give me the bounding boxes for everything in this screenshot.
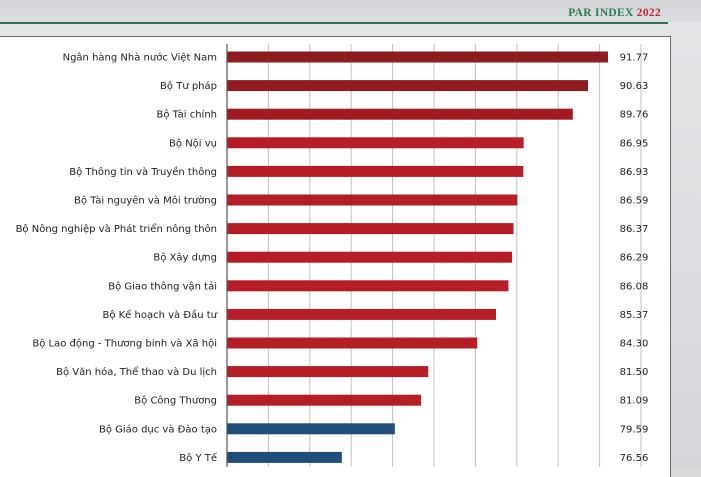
category-label: Bộ Y Tế — [179, 452, 218, 464]
value-label: 81.50 — [620, 367, 649, 378]
category-label: Bộ Giáo dục và Đào tạo — [99, 423, 217, 435]
category-label: Bộ Văn hóa, Thể thao và Du lịch — [56, 365, 217, 378]
category-label: Bộ Xây dựng — [153, 252, 217, 264]
brand-name: PAR INDEX — [568, 7, 634, 19]
category-label: Bộ Tư pháp — [160, 80, 217, 92]
value-label: 86.29 — [620, 253, 649, 264]
category-label: Bộ Nội vụ — [169, 137, 217, 149]
header-divider — [0, 22, 668, 24]
bar — [227, 394, 422, 406]
category-label: Bộ Nông nghiệp và Phát triển nông thôn — [16, 222, 217, 235]
bar — [227, 451, 342, 463]
chart-bars — [227, 51, 608, 463]
bar-chart: Ngân hàng Nhà nước Việt Nam Bộ Tư pháp Bộ … — [16, 44, 649, 467]
category-label: Bộ Công Thương — [134, 395, 217, 407]
value-label: 84.30 — [620, 339, 649, 350]
value-label: 91.77 — [620, 53, 649, 64]
header-band — [0, 0, 701, 22]
bar — [227, 308, 496, 320]
bar — [227, 165, 524, 177]
value-label: 86.37 — [620, 224, 649, 235]
value-label: 86.95 — [620, 138, 649, 149]
bar — [227, 51, 608, 63]
brand-title: PAR INDEX 2022 — [568, 7, 661, 19]
bar — [227, 423, 395, 435]
bar — [227, 366, 429, 378]
value-label: 86.08 — [620, 281, 649, 292]
value-label: 85.37 — [620, 310, 649, 321]
category-label: Bộ Thông tin và Truyền thông — [69, 166, 217, 178]
value-label: 81.09 — [620, 396, 649, 407]
value-labels: 91.77 90.63 89.76 86.95 86.93 86.59 86.37 86.29… — [620, 53, 649, 464]
value-label: 86.59 — [620, 196, 649, 207]
category-labels: Ngân hàng Nhà nước Việt Nam Bộ Tư pháp Bộ … — [16, 52, 218, 464]
bar — [227, 337, 478, 349]
category-label: Ngân hàng Nhà nước Việt Nam — [63, 52, 217, 64]
value-label: 79.59 — [620, 424, 649, 435]
category-label: Bộ Tài chính — [157, 109, 217, 121]
category-label: Bộ Giao thông vận tải — [108, 280, 217, 292]
value-label: 76.56 — [620, 453, 649, 464]
bar — [227, 280, 509, 292]
bar — [227, 108, 573, 120]
category-label: Bộ Kế hoạch và Đầu tư — [102, 309, 217, 321]
value-label: 89.76 — [620, 110, 649, 121]
bar — [227, 80, 589, 92]
category-label: Bộ Lao động - Thương binh và Xã hội — [32, 338, 217, 350]
bar — [227, 194, 518, 206]
bar — [227, 251, 513, 263]
value-label: 86.93 — [620, 167, 649, 178]
brand-year: 2022 — [636, 7, 661, 19]
bar — [227, 223, 514, 235]
category-label: Bộ Tài nguyên và Môi trường — [74, 195, 217, 207]
bar — [227, 137, 524, 149]
value-label: 90.63 — [620, 81, 649, 92]
